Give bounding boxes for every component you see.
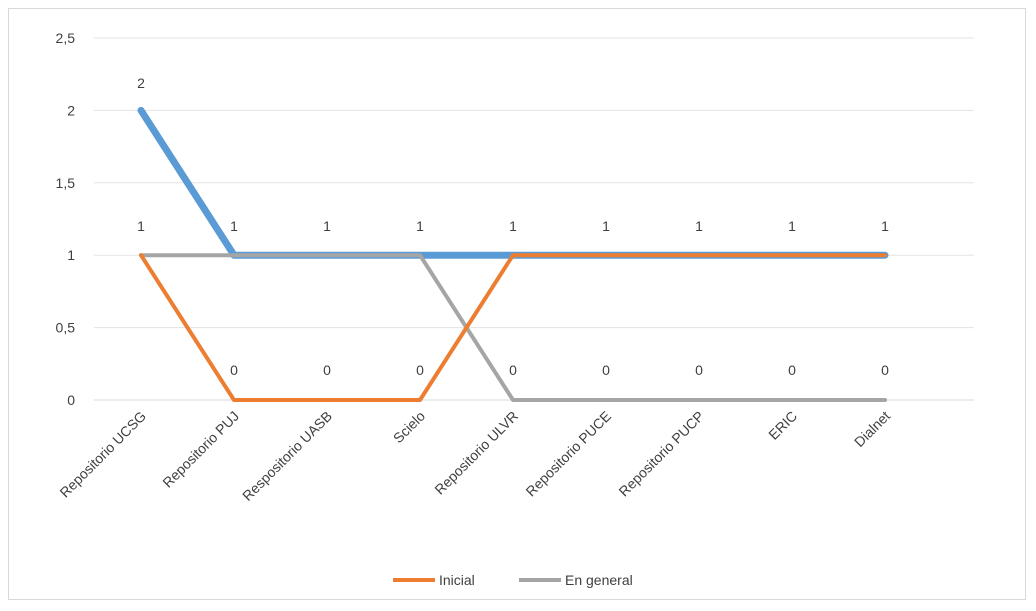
data-label: 1 — [137, 218, 145, 234]
data-label: 1 — [416, 218, 424, 234]
y-tick-label: 2 — [67, 102, 75, 118]
x-tick-label: Repositorio UCSG — [56, 408, 149, 501]
y-tick-label: 1 — [67, 247, 75, 263]
series-line — [139, 253, 887, 402]
data-label: 0 — [788, 362, 796, 378]
series-lines — [137, 106, 889, 402]
chart-frame: 0 0,5 1 1,5 2 2,5 Repositorio UCSG Repositorio… — [8, 8, 1026, 600]
y-tick-label: 0 — [67, 392, 75, 408]
legend-label: Inicial — [439, 572, 475, 588]
x-tick-label: Scielo — [390, 408, 428, 446]
gridlines — [94, 37, 974, 401]
data-label: 0 — [416, 362, 424, 378]
data-label: 2 — [137, 75, 145, 91]
y-axis-ticks: 0 0,5 1 1,5 2 2,5 — [56, 30, 76, 408]
x-axis-ticks: Repositorio UCSG Repositorio PUJResposito… — [56, 408, 893, 504]
data-label: 1 — [881, 218, 889, 234]
data-label: 0 — [509, 362, 517, 378]
data-label: 0 — [230, 362, 238, 378]
legend-label: En general — [565, 572, 633, 588]
y-tick-label: 1,5 — [56, 175, 76, 191]
x-tick-label: Repositorio PUJ — [159, 408, 242, 491]
x-tick-label: Repositorio PUCP — [615, 408, 707, 500]
series-line — [139, 253, 887, 402]
data-label: 1 — [323, 218, 331, 234]
data-label: 1 — [509, 218, 517, 234]
y-tick-label: 2,5 — [56, 30, 76, 46]
data-label: 1 — [788, 218, 796, 234]
x-tick-label: Repositorio ULVR — [431, 408, 521, 498]
data-label: 0 — [695, 362, 703, 378]
line-chart: 00,511,522,5 Repositorio UCSG Repositorio… — [56, 30, 974, 588]
data-label: 0 — [323, 362, 331, 378]
data-label: 1 — [230, 218, 238, 234]
data-labels: 2 1 1 1 1 1 1 1 1 1 0 0 0 0 0 0 0 0 — [137, 75, 889, 378]
data-label: 1 — [695, 218, 703, 234]
x-tick-label: Repositorio PUCE — [522, 408, 614, 500]
x-tick-label: ERIC — [765, 408, 800, 443]
data-label: 1 — [602, 218, 610, 234]
data-label: 0 — [602, 362, 610, 378]
x-tick-label: Dialnet — [851, 408, 893, 450]
y-tick-label: 0,5 — [56, 320, 76, 336]
x-tick-label: Respositorio UASB — [239, 408, 335, 504]
data-label: 0 — [881, 362, 889, 378]
legend: Inicial En general — [393, 572, 633, 588]
